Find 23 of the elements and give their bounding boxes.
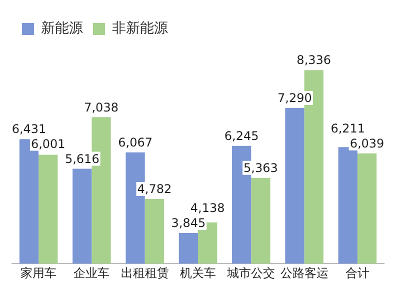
- data-label: 5,616: [64, 152, 100, 166]
- data-label: 4,138: [190, 201, 225, 216]
- data-label: 7,290: [278, 91, 312, 106]
- x-tick-label: 机关车: [180, 266, 216, 280]
- data-label: 6,067: [118, 135, 152, 150]
- x-tick-label: 出租租赁: [120, 266, 169, 280]
- data-label: 6,211: [330, 122, 366, 136]
- x-tick-label: 城市公交: [226, 266, 276, 280]
- x-tick-label: 企业车: [74, 266, 110, 280]
- data-label: 6,245: [224, 129, 259, 144]
- data-label: 3,845: [171, 216, 206, 230]
- data-label: 6,039: [350, 136, 384, 151]
- legend-label: 非新能源: [112, 20, 168, 37]
- data-label: 6,431: [12, 122, 46, 136]
- data-label: 7,038: [84, 100, 118, 114]
- x-tick-label: 合计: [345, 266, 370, 280]
- x-tick-label: 家用车: [20, 266, 57, 280]
- data-label: 8,336: [296, 53, 332, 68]
- data-label: 6,001: [30, 136, 66, 151]
- data-label: 5,363: [244, 161, 278, 176]
- legend-label: 新能源: [41, 20, 83, 37]
- data-label: 4,782: [137, 182, 172, 196]
- x-tick-label: 公路客运: [280, 266, 328, 280]
